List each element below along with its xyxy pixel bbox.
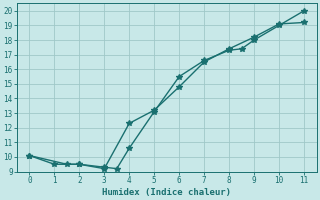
X-axis label: Humidex (Indice chaleur): Humidex (Indice chaleur) [102,188,231,197]
